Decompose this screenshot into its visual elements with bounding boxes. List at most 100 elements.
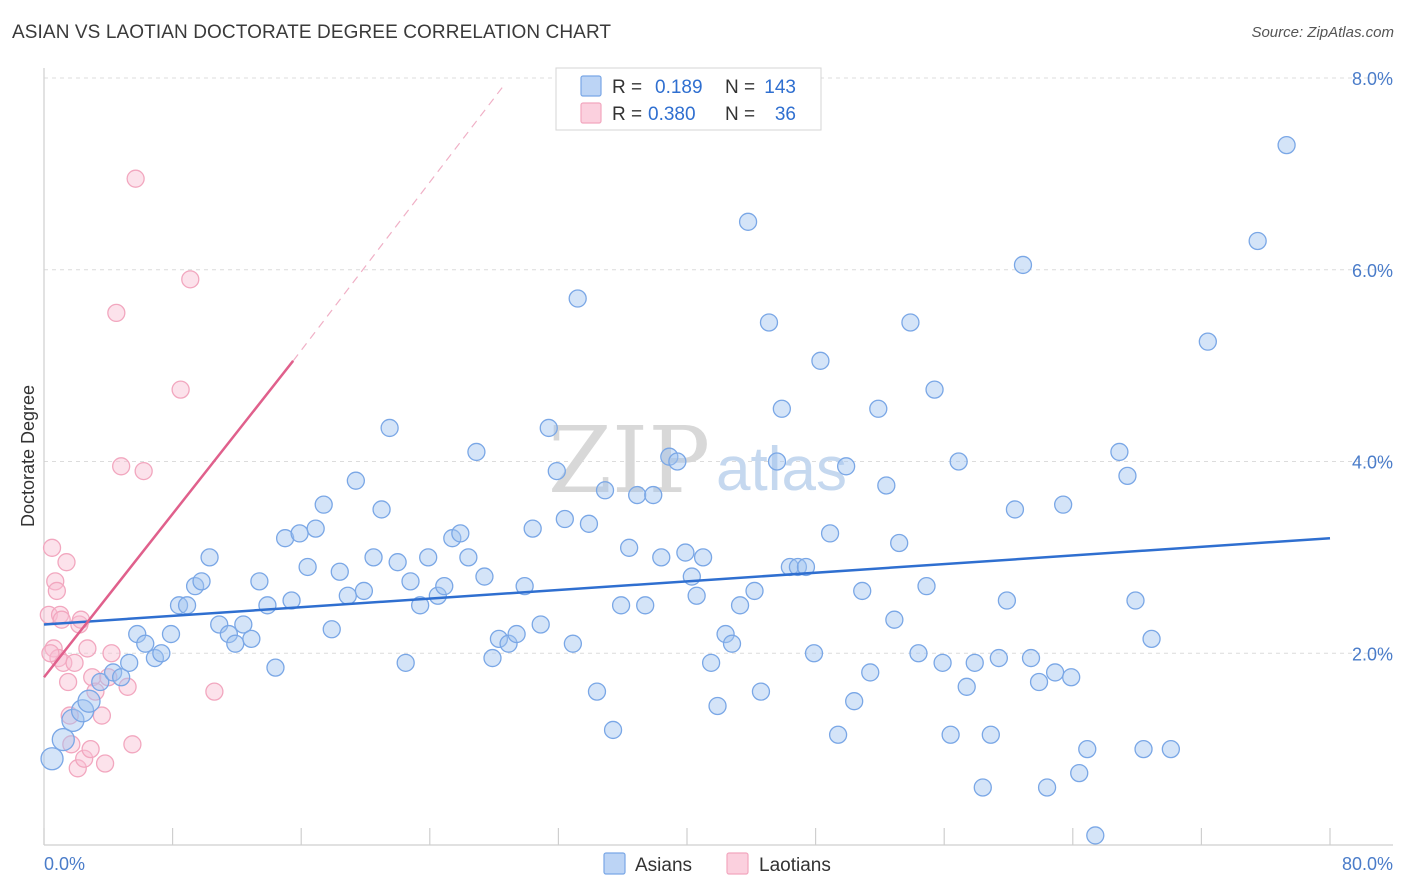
trend-lines xyxy=(43,87,1331,678)
asian-point-90 xyxy=(767,452,787,471)
asian-point-67 xyxy=(595,481,615,500)
y-tick-label-2: 6.0% xyxy=(1352,261,1393,281)
asian-point-137 xyxy=(1198,332,1217,351)
legend-n-label-laotians: N = xyxy=(725,104,755,125)
x-tick-max: 80.0% xyxy=(1342,854,1393,874)
asian-point-57 xyxy=(515,576,534,596)
asian-point-26 xyxy=(266,658,285,677)
asian-point-111 xyxy=(933,653,952,672)
asian-point-37 xyxy=(354,581,374,601)
asian-point-116 xyxy=(973,778,992,797)
asian-point-43 xyxy=(401,572,420,591)
laotian-point-14 xyxy=(68,759,87,778)
asian-point-56 xyxy=(507,624,526,644)
asian-point-136 xyxy=(1161,739,1181,759)
legend-swatch-laotians xyxy=(580,102,602,124)
asian-point-41 xyxy=(388,553,407,572)
asian-point-107 xyxy=(901,313,920,332)
asian-point-74 xyxy=(652,548,671,567)
asian-point-70 xyxy=(619,538,639,557)
grid-lines xyxy=(44,77,1393,654)
asian-point-45 xyxy=(419,548,438,567)
asian-point-0 xyxy=(40,747,64,771)
watermark-atlas: atlas xyxy=(716,435,847,504)
laotian-point-33 xyxy=(181,270,200,289)
asian-point-4 xyxy=(77,689,101,713)
asian-point-121 xyxy=(1013,255,1033,275)
asian-point-33 xyxy=(322,620,341,639)
laotian-point-12 xyxy=(62,735,81,754)
asian-point-19 xyxy=(210,615,229,634)
y-tick-label-3: 8.0% xyxy=(1352,69,1393,89)
laotian-point-34 xyxy=(205,682,224,701)
laotian-point-17 xyxy=(75,749,94,768)
laotian-point-4 xyxy=(47,581,67,601)
asian-point-77 xyxy=(676,543,695,562)
asian-point-108 xyxy=(909,644,928,663)
asian-point-8 xyxy=(120,653,139,672)
bottom-legend: Asians Laotians xyxy=(603,852,831,876)
laotian-point-9 xyxy=(57,553,76,572)
asian-point-88 xyxy=(751,682,771,701)
asian-point-39 xyxy=(372,500,391,519)
asian-point-68 xyxy=(603,720,623,740)
laotian-point-35 xyxy=(41,644,60,663)
chart-title: ASIAN VS LAOTIAN DOCTORATE DEGREE CORREL… xyxy=(12,22,612,43)
asian-point-126 xyxy=(1054,495,1073,514)
laotian-point-30 xyxy=(126,169,145,188)
asian-point-72 xyxy=(636,596,655,615)
asian-point-138 xyxy=(1248,231,1267,251)
asian-point-64 xyxy=(568,289,587,308)
asian-point-131 xyxy=(1110,442,1129,462)
laotian-point-1 xyxy=(42,538,62,557)
bottom-legend-swatch-asians xyxy=(603,852,626,875)
asian-point-51 xyxy=(467,442,486,462)
laotian-point-10 xyxy=(58,672,78,692)
asian-point-83 xyxy=(716,624,735,644)
asian-point-127 xyxy=(1062,668,1081,687)
laotian-point-32 xyxy=(171,380,190,399)
asian-point-13 xyxy=(161,624,181,644)
asian-point-69 xyxy=(611,596,631,615)
asian-point-102 xyxy=(861,663,880,682)
asian-point-79 xyxy=(687,586,706,605)
laotian-point-18 xyxy=(78,639,97,658)
asian-point-119 xyxy=(997,591,1017,610)
y-tick-label-1: 4.0% xyxy=(1352,453,1393,473)
y-tick-label-0: 2.0% xyxy=(1352,644,1393,664)
laotian-trend-line xyxy=(43,360,295,678)
asian-point-81 xyxy=(701,653,721,672)
asian-point-65 xyxy=(579,514,599,533)
asian-point-113 xyxy=(949,452,968,471)
bottom-legend-swatch-laotians xyxy=(726,852,749,875)
asian-point-120 xyxy=(1005,500,1025,519)
asian-point-94 xyxy=(796,557,816,577)
asian-point-110 xyxy=(925,380,944,399)
asian-point-135 xyxy=(1142,629,1161,649)
asian-point-5 xyxy=(91,672,110,692)
x-tick-min: 0.0% xyxy=(44,854,85,874)
laotian-points xyxy=(39,169,224,778)
asian-point-20 xyxy=(219,624,239,644)
asian-point-53 xyxy=(483,648,502,668)
asian-point-123 xyxy=(1029,672,1049,692)
asian-point-117 xyxy=(981,725,1000,744)
asian-point-71 xyxy=(628,485,647,505)
asian-point-109 xyxy=(917,576,936,596)
asian-point-80 xyxy=(693,548,713,567)
asian-point-98 xyxy=(828,725,848,744)
asian-point-44 xyxy=(411,596,430,615)
asian-point-105 xyxy=(885,610,904,629)
asian-point-122 xyxy=(1021,648,1041,668)
asian-point-129 xyxy=(1078,739,1097,759)
asian-point-132 xyxy=(1118,466,1137,486)
asian-point-73 xyxy=(644,485,663,505)
y-axis-label: Doctorate Degree xyxy=(18,385,38,527)
bottom-legend-laotians: Laotians xyxy=(759,855,831,876)
asian-point-24 xyxy=(250,572,269,591)
asian-point-2 xyxy=(61,708,85,733)
asian-point-12 xyxy=(152,644,171,663)
asian-point-61 xyxy=(547,461,566,481)
asian-point-60 xyxy=(539,418,558,438)
